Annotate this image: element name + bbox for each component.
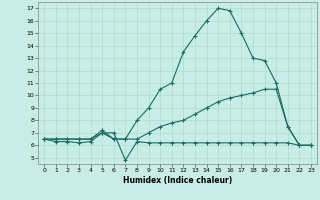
X-axis label: Humidex (Indice chaleur): Humidex (Indice chaleur) (123, 176, 232, 185)
